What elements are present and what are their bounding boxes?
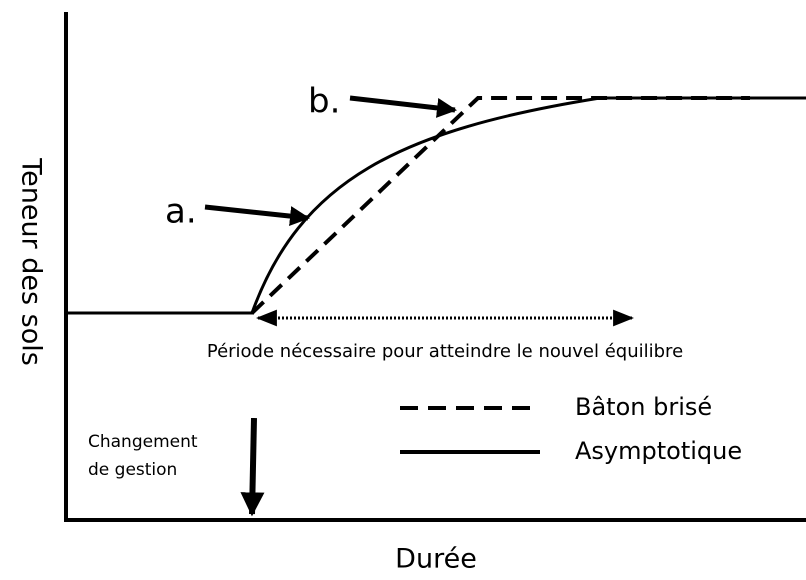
change-label: de gestion: [88, 460, 177, 480]
x-axis-label: Durée: [395, 544, 477, 575]
label-b: b.: [308, 82, 340, 122]
asymptotic-curve: [250, 96, 806, 314]
arrow-a: [204, 204, 310, 227]
change-arrow: [240, 417, 265, 517]
y-axis-label: Teneur des sols: [16, 157, 47, 366]
change-label: Changement: [88, 432, 198, 452]
label-a: a.: [165, 192, 197, 232]
period-label: Période nécessaire pour atteindre le nou…: [207, 341, 683, 362]
legend-label: Bâton brisé: [575, 393, 712, 421]
arrow-b: [349, 95, 457, 118]
legend-label: Asymptotique: [575, 437, 742, 465]
broken-stick-line: [250, 96, 750, 315]
